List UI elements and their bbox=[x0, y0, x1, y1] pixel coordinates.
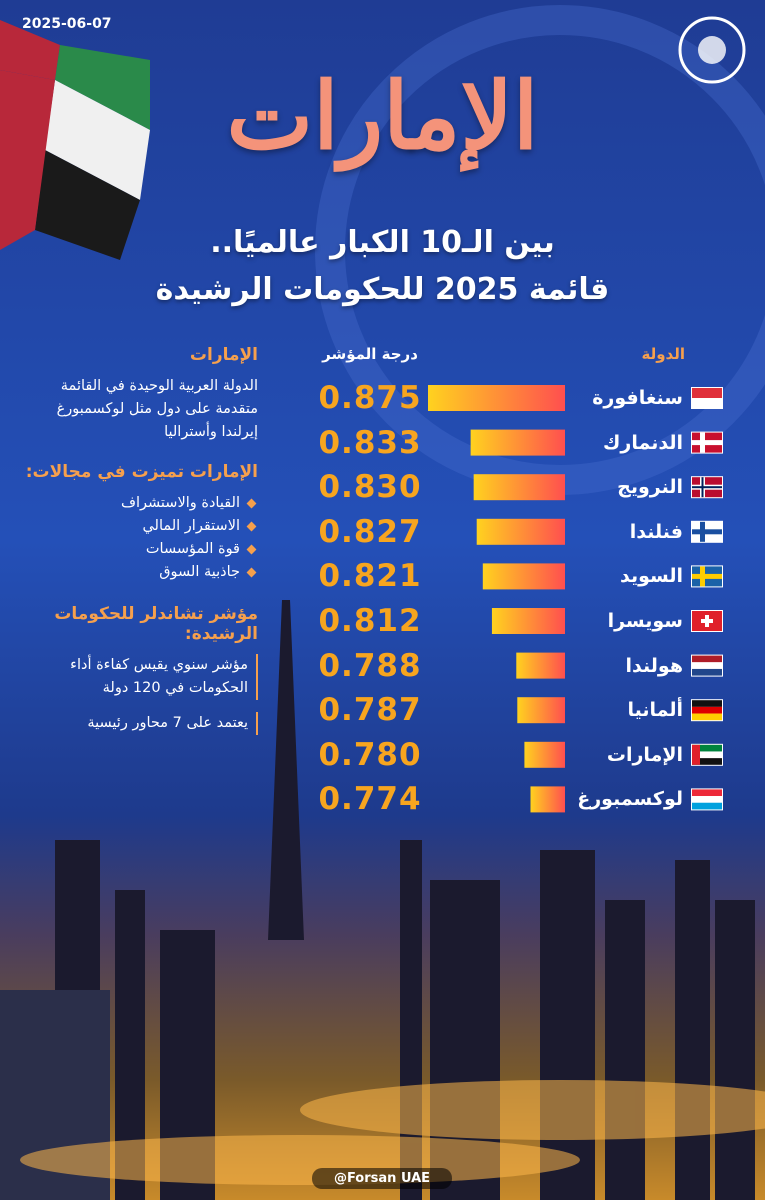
flag bbox=[691, 788, 723, 811]
flag-part bbox=[692, 758, 722, 765]
flag bbox=[691, 565, 723, 588]
feature: جاذبية السوق bbox=[18, 561, 258, 584]
flag bbox=[691, 699, 723, 722]
flag-part bbox=[692, 662, 722, 669]
feature-text: قوة المؤسسات bbox=[145, 541, 240, 557]
bar bbox=[476, 518, 565, 545]
value-label: 0.812 bbox=[318, 603, 422, 639]
feature: قوة المؤسسات bbox=[18, 538, 258, 561]
flag bbox=[691, 431, 723, 454]
date: 2025-06-07 bbox=[22, 16, 112, 32]
flag-part bbox=[692, 655, 722, 663]
flag-part bbox=[692, 751, 722, 759]
bar bbox=[473, 474, 565, 501]
flag bbox=[691, 476, 723, 499]
value-label: 0.827 bbox=[318, 513, 422, 550]
features-heading: الإمارات تميزت في مجالات: bbox=[25, 462, 258, 482]
flag bbox=[691, 610, 723, 632]
bar bbox=[491, 608, 565, 634]
sidebar: الإمارات الدولة العربية الوحيدة في القائ… bbox=[18, 345, 258, 747]
flag-part bbox=[692, 700, 722, 707]
subtitle: قائمة 2025 للحكومات الرشيدة bbox=[155, 272, 610, 307]
flag-part bbox=[692, 398, 722, 408]
index-item: يعتمد على 7 محاور رئيسية bbox=[18, 712, 258, 735]
country-label: ألمانيا bbox=[627, 699, 683, 722]
country-label: السويد bbox=[619, 565, 683, 588]
bar bbox=[482, 563, 565, 590]
value-label: 0.875 bbox=[318, 380, 422, 416]
flag-part bbox=[692, 713, 722, 721]
value-label: 0.833 bbox=[318, 424, 422, 461]
value-label: 0.788 bbox=[318, 647, 422, 684]
flag-part bbox=[692, 744, 700, 765]
bar bbox=[517, 697, 565, 724]
feature: القيادة والاستشراف bbox=[18, 492, 258, 515]
logo bbox=[678, 16, 746, 84]
value-label: 0.830 bbox=[318, 469, 422, 506]
flag-part bbox=[692, 796, 722, 803]
feature-text: الاستقرار المالي bbox=[142, 518, 240, 534]
uae-flag-decoration bbox=[0, 20, 150, 260]
flag-part bbox=[692, 388, 722, 398]
features: القيادة والاستشراف الاستقرار المالي قوة … bbox=[18, 492, 258, 584]
country-label: سنغافورة bbox=[592, 387, 683, 409]
country-label: لوكسمبورغ bbox=[577, 788, 683, 811]
category-header: الدولة bbox=[641, 345, 686, 363]
value-label: 0.821 bbox=[318, 558, 422, 595]
subtitle: بين الـ10 الكبار عالميًا.. bbox=[210, 225, 555, 260]
flag-part bbox=[692, 802, 722, 810]
feature-text: جاذبية السوق bbox=[159, 564, 240, 580]
flag-part bbox=[701, 619, 713, 623]
bar bbox=[524, 741, 565, 768]
country-label: النرويج bbox=[617, 476, 683, 499]
logo bbox=[698, 36, 726, 64]
value-label: 0.787 bbox=[318, 692, 422, 729]
country-label: فنلندا bbox=[629, 520, 683, 543]
feature-text: القيادة والاستشراف bbox=[120, 495, 240, 511]
country-label: سويسرا bbox=[607, 610, 683, 632]
flag-part bbox=[692, 440, 722, 446]
country-label: الدنمارك bbox=[603, 431, 683, 454]
bar bbox=[428, 385, 565, 411]
feature: الاستقرار المالي bbox=[18, 515, 258, 538]
flag-part bbox=[692, 706, 722, 714]
country-label: هولندا bbox=[625, 654, 683, 677]
flag-part bbox=[692, 744, 722, 752]
flag bbox=[691, 520, 723, 543]
index-item: مؤشر سنوي يقيس كفاءة أداء الحكومات في 12… bbox=[18, 654, 258, 700]
index-heading: مؤشر تشاندلر للحكومات الرشيدة: bbox=[54, 604, 258, 644]
flag-part bbox=[692, 789, 722, 797]
flag-part bbox=[692, 573, 722, 579]
sidebar-heading: الإمارات bbox=[189, 345, 258, 365]
footer: @Forsan UAE bbox=[312, 1168, 452, 1189]
flag-part bbox=[692, 529, 722, 535]
title: الإمارات bbox=[226, 62, 539, 170]
flag-part bbox=[692, 486, 722, 489]
flag bbox=[691, 743, 723, 766]
flag bbox=[691, 654, 723, 677]
bar bbox=[470, 429, 565, 456]
country-label: الإمارات bbox=[606, 743, 683, 766]
value-header: درجة المؤشر bbox=[322, 345, 418, 363]
bar bbox=[516, 652, 565, 679]
flag-part bbox=[692, 668, 722, 676]
bar bbox=[530, 786, 565, 813]
sidebar-text: الدولة العربية الوحيدة في القائمة متقدمة… bbox=[56, 378, 258, 440]
value-label: 0.780 bbox=[318, 736, 422, 773]
flag bbox=[691, 387, 723, 409]
value-label: 0.774 bbox=[318, 781, 422, 818]
